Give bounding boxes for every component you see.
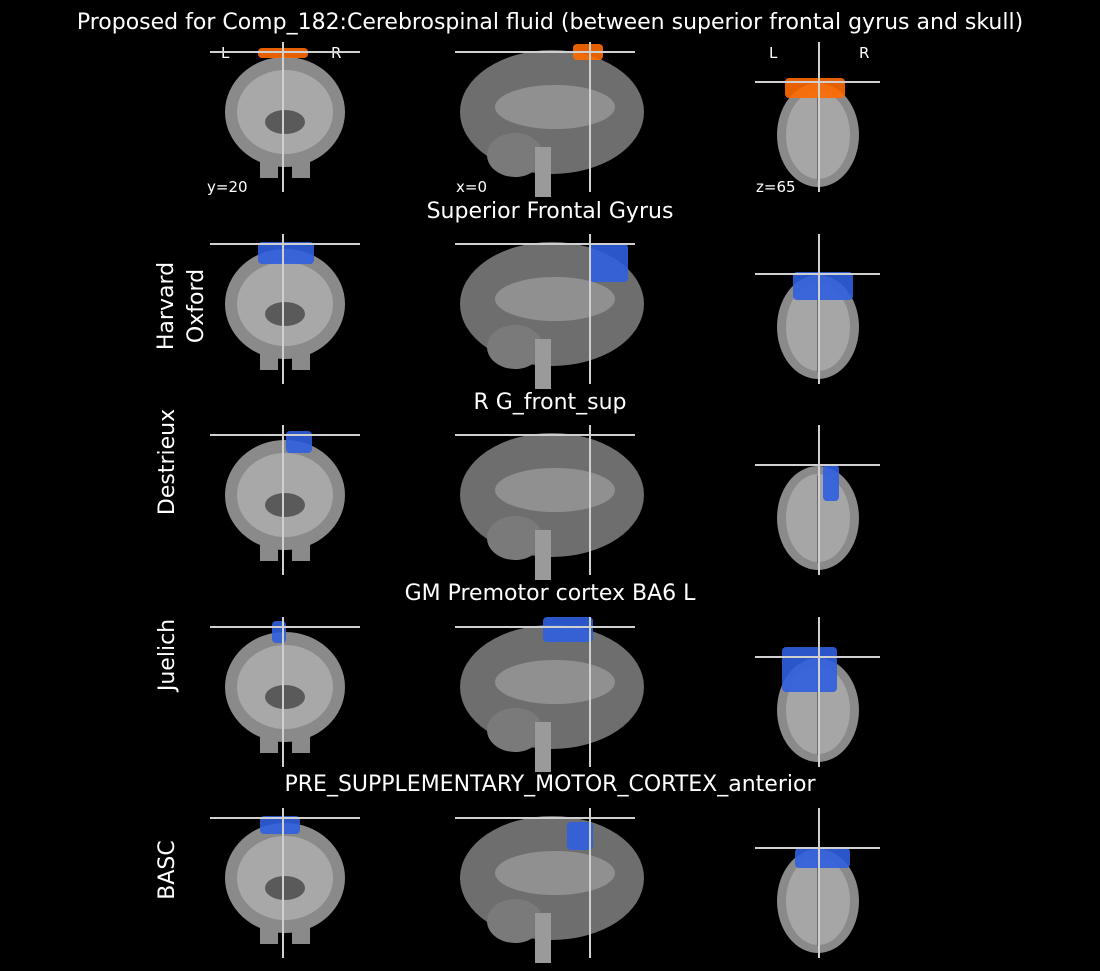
row-1-axial-slice	[755, 234, 880, 384]
row-1-axial-overlay	[793, 272, 853, 300]
row-2-axial-slice	[755, 425, 880, 575]
row-3-region-title: GM Premotor cortex BA6 L	[404, 581, 696, 606]
row-3-sagittal-overlay	[543, 617, 593, 642]
row-4-sagittal-overlay	[567, 822, 593, 850]
coronal-cut-label: y=20	[207, 178, 248, 196]
row-1-sagittal-slice	[455, 234, 644, 389]
atlas-label-juelich: Juelich	[155, 618, 180, 692]
row-2-region-title: R G_front_sup	[473, 390, 627, 415]
atlas-label-harvard-oxford: Harvard Oxford	[154, 261, 209, 351]
row-1-region-title: Superior Frontal Gyrus	[426, 199, 674, 224]
row-1-sagittal-overlay	[590, 244, 628, 282]
row-2-axial-overlay	[823, 465, 839, 501]
row-1-coronal-overlay	[258, 242, 314, 264]
row-0-axial-slice	[755, 42, 880, 192]
row-4-axial-overlay	[795, 848, 850, 868]
axial-right-label: R	[859, 44, 870, 62]
row-3-axial-overlay	[782, 647, 837, 692]
row-0-sagittal-slice	[455, 42, 644, 197]
atlas-label-destrieux: Destrieux	[155, 408, 180, 516]
atlas-label-basc: BASC	[155, 840, 180, 900]
figure-title: Proposed for Comp_182:Cerebrospinal flui…	[76, 10, 1024, 35]
row-4-region-title: PRE_SUPPLEMENTARY_MOTOR_CORTEX_anterior	[284, 772, 816, 797]
row-2-sagittal-slice	[455, 425, 644, 580]
axial-left-label: L	[769, 44, 778, 62]
row-4-axial-slice	[755, 808, 880, 958]
row-3-coronal-slice	[210, 617, 360, 767]
sagittal-cut-label: x=0	[456, 178, 487, 196]
row-0-coronal-slice	[210, 42, 360, 192]
row-4-coronal-slice	[210, 808, 360, 958]
row-4-coronal-overlay	[260, 816, 300, 834]
row-3-sagittal-slice	[455, 617, 644, 772]
row-1-coronal-slice	[210, 234, 360, 384]
axial-cut-label: z=65	[756, 178, 796, 196]
row-2-coronal-slice	[210, 425, 360, 575]
row-2-coronal-overlay	[286, 431, 312, 453]
row-4-sagittal-slice	[455, 808, 644, 963]
row-3-axial-slice	[755, 617, 880, 767]
